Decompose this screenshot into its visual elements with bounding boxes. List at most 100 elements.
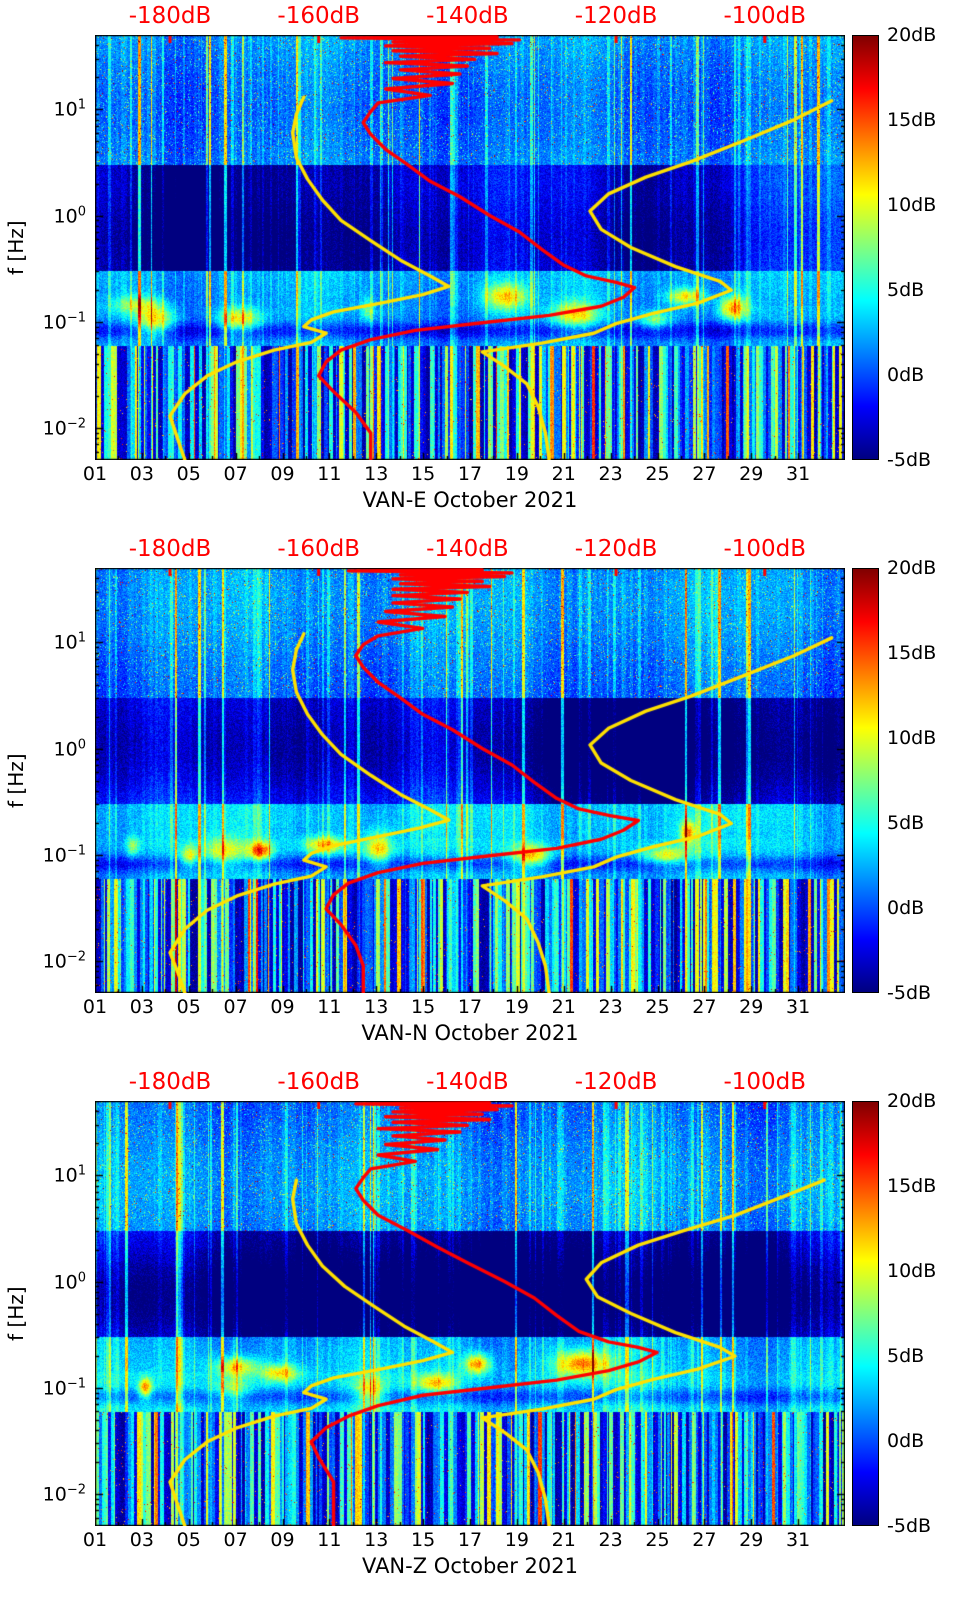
x-tick-label: 21 (551, 996, 576, 1018)
y-tick-labels: 101 100 10−1 10−2 (30, 568, 90, 993)
x-tick-label: 17 (457, 463, 483, 485)
colorbar-tick-label: -5dB (887, 982, 932, 1004)
top-db-label: -100dB (723, 3, 807, 29)
x-tick-label: 01 (82, 996, 108, 1018)
panel-van-e: -180dB -160dB -140dB -120dB -100dB f [Hz] 10… (0, 0, 962, 533)
spectrogram-van-z (95, 1101, 845, 1526)
colorbar (852, 568, 879, 993)
colorbar-tick-label: -5dB (887, 449, 932, 471)
top-db-label: -120dB (574, 536, 658, 562)
x-tick-labels: 01 03 05 07 09 11 13 15 17 19 21 23 25 27 29 31 (83, 1529, 845, 1553)
x-tick-label: 03 (129, 463, 154, 485)
x-tick-label: 11 (317, 996, 342, 1018)
top-db-label: -160dB (277, 536, 360, 562)
top-db-axis: -180dB -160dB -140dB -120dB -100dB (95, 534, 845, 566)
colorbar-tick-labels: 20dB 15dB 10dB 5dB 0dB -5dB (887, 24, 959, 471)
top-db-label: -120dB (574, 1069, 658, 1095)
x-tick-label: 29 (739, 996, 764, 1018)
y-tick-labels: 101 100 10−1 10−2 (30, 1101, 90, 1526)
colorbar-tick-label: 5dB (887, 812, 925, 834)
x-tick-label: 23 (598, 1529, 623, 1551)
y-tick-labels: 101 100 10−1 10−2 (30, 35, 90, 460)
x-tick-label: 25 (645, 463, 670, 485)
y-axis-label: f [Hz] (4, 220, 28, 275)
colorbar-tick-label: 20dB (887, 1090, 937, 1112)
colorbar-tick-label: 10dB (887, 1260, 937, 1282)
panel-van-z: -180dB -160dB -140dB -120dB -100dB f [Hz] 10… (0, 1066, 962, 1599)
colorbar-tick-label: -5dB (887, 1515, 932, 1537)
colorbar-tick-label: 0dB (887, 897, 925, 919)
x-tick-label: 21 (551, 463, 576, 485)
x-tick-label: 11 (317, 1529, 342, 1551)
y-tick-label: 101 (53, 1163, 86, 1187)
colorbar-tick-label: 10dB (887, 194, 937, 216)
x-tick-label: 07 (223, 996, 248, 1018)
x-tick-label: 03 (129, 1529, 154, 1551)
panel-title-van-n: VAN-N October 2021 (361, 1021, 579, 1045)
x-tick-label: 01 (82, 463, 108, 485)
top-db-label: -140dB (426, 536, 509, 562)
top-db-axis: -180dB -160dB -140dB -120dB -100dB (95, 1, 845, 33)
colorbar (852, 35, 879, 460)
colorbar-tick-label: 15dB (887, 1175, 937, 1197)
x-tick-label: 27 (692, 996, 717, 1018)
y-tick-label: 10−1 (42, 843, 86, 867)
colorbar (852, 1101, 879, 1526)
y-tick-label: 101 (53, 630, 86, 654)
y-tick-label: 10−2 (42, 1482, 86, 1506)
colorbar-tick-label: 0dB (887, 364, 925, 386)
panel-title-van-z: VAN-Z October 2021 (362, 1554, 578, 1578)
top-db-label: -100dB (723, 1069, 807, 1095)
x-tick-label: 25 (645, 996, 670, 1018)
x-tick-label: 17 (457, 996, 483, 1018)
x-tick-label: 19 (504, 1529, 529, 1551)
x-tick-label: 13 (364, 1529, 389, 1551)
top-db-label: -100dB (723, 536, 807, 562)
x-tick-label: 19 (504, 463, 529, 485)
x-tick-label: 29 (739, 463, 764, 485)
x-tick-label: 17 (457, 1529, 483, 1551)
x-tick-labels: 01 03 05 07 09 11 13 15 17 19 21 23 25 27 29 31 (83, 996, 845, 1020)
x-tick-label: 31 (786, 996, 811, 1018)
y-tick-label: 101 (53, 97, 86, 121)
colorbar-tick-label: 20dB (887, 557, 937, 579)
x-tick-label: 29 (739, 1529, 764, 1551)
colorbar-tick-label: 20dB (887, 24, 937, 46)
x-tick-label: 09 (270, 996, 295, 1018)
y-tick-label: 10−2 (42, 416, 86, 440)
colorbar-tick-label: 15dB (887, 642, 937, 664)
x-tick-label: 23 (598, 996, 623, 1018)
x-tick-labels: 01 03 05 07 09 11 13 15 17 19 21 23 25 27 29 31 (83, 463, 845, 487)
x-tick-label: 15 (411, 463, 436, 485)
top-db-label: -180dB (128, 3, 212, 29)
top-db-label: -160dB (277, 3, 360, 29)
colorbar-tick-label: 15dB (887, 109, 937, 131)
x-tick-label: 07 (223, 1529, 248, 1551)
x-tick-label: 15 (411, 1529, 436, 1551)
top-db-label: -160dB (277, 1069, 360, 1095)
top-db-label: -180dB (128, 536, 212, 562)
spectrogram-van-e (95, 35, 845, 460)
colorbar-tick-label: 0dB (887, 1430, 925, 1452)
top-db-label: -140dB (426, 3, 509, 29)
x-tick-label: 27 (692, 1529, 717, 1551)
x-tick-label: 19 (504, 996, 529, 1018)
colorbar-tick-label: 10dB (887, 727, 937, 749)
x-tick-label: 13 (364, 996, 389, 1018)
colorbar-tick-labels: 20dB 15dB 10dB 5dB 0dB -5dB (887, 1090, 959, 1537)
y-tick-label: 100 (53, 736, 86, 761)
x-tick-label: 13 (364, 463, 389, 485)
x-tick-label: 05 (176, 996, 201, 1018)
x-tick-label: 01 (82, 1529, 108, 1551)
y-tick-label: 10−1 (42, 1376, 86, 1400)
x-tick-label: 21 (551, 1529, 576, 1551)
x-tick-label: 09 (270, 1529, 295, 1551)
panel-van-n: -180dB -160dB -140dB -120dB -100dB f [Hz] 10… (0, 533, 962, 1066)
top-db-label: -180dB (128, 1069, 212, 1095)
y-axis-label: f [Hz] (4, 753, 28, 808)
y-tick-label: 100 (53, 203, 86, 228)
y-tick-label: 10−1 (42, 310, 86, 334)
x-tick-label: 31 (786, 1529, 811, 1551)
x-tick-label: 11 (317, 463, 342, 485)
